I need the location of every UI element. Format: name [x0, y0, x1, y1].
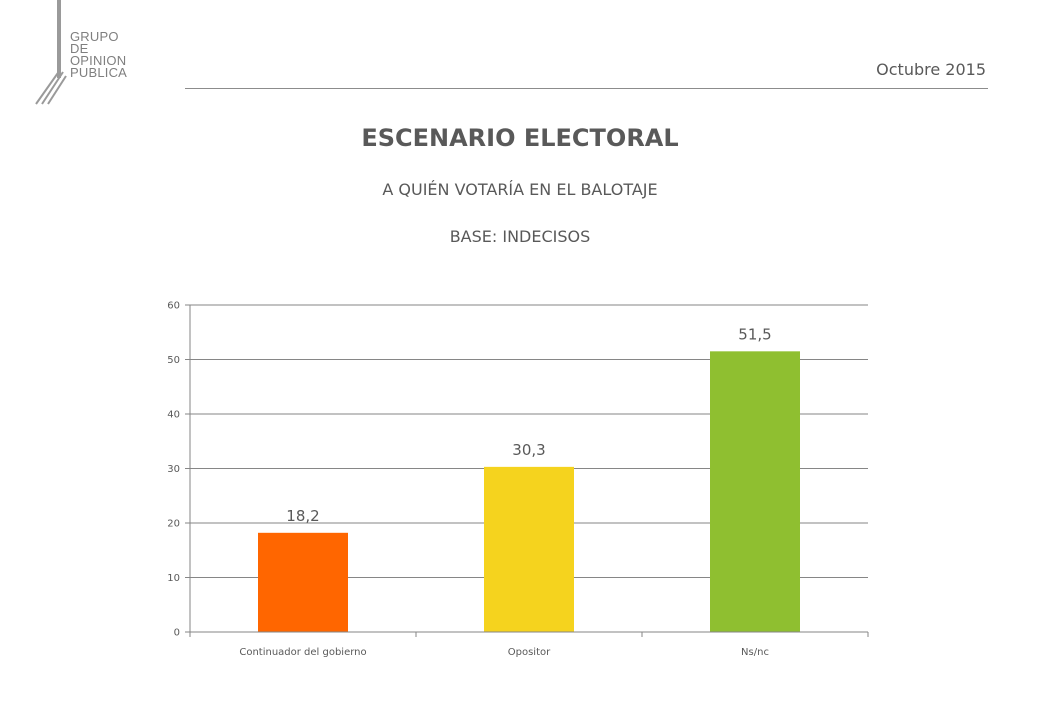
y-tick-label: 50	[167, 355, 180, 366]
bar	[258, 532, 348, 632]
y-tick-label: 40	[167, 410, 180, 421]
x-category-label: Continuador del gobierno	[239, 647, 366, 658]
data-label: 18,2	[286, 507, 319, 525]
logo-text-line: PUBLICA	[70, 65, 128, 80]
chart-base-note: BASE: INDECISOS	[449, 227, 591, 246]
y-tick-label: 20	[167, 519, 180, 530]
report-date: Octubre 2015	[876, 60, 986, 79]
data-label: 30,3	[512, 441, 545, 459]
logo-text-line: GRUPO	[70, 29, 119, 44]
grupo-opinion-publica-logo	[35, 0, 67, 105]
logo-text-line: OPINION	[70, 53, 127, 68]
x-category-label: Opositor	[508, 647, 551, 658]
y-tick-label: 60	[167, 301, 180, 312]
header-divider	[185, 88, 988, 89]
x-category-label: Ns/nc	[741, 647, 769, 658]
y-tick-label: 10	[167, 573, 180, 584]
logo-text-line: DE	[70, 41, 89, 56]
y-tick-label: 0	[174, 628, 180, 639]
chart-title: ESCENARIO ELECTORAL	[361, 124, 679, 152]
data-label: 51,5	[738, 325, 771, 343]
bar	[484, 466, 574, 632]
chart-subtitle: A QUIÉN VOTARÍA EN EL BALOTAJE	[382, 180, 658, 199]
y-tick-label: 30	[167, 464, 180, 475]
bar	[710, 351, 800, 632]
